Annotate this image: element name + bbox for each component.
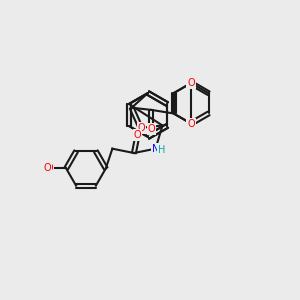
- Text: N: N: [152, 144, 159, 154]
- Text: O: O: [187, 118, 195, 129]
- Text: O: O: [46, 164, 53, 173]
- Text: O: O: [138, 123, 146, 133]
- Text: O: O: [44, 164, 51, 173]
- Text: O: O: [134, 130, 141, 140]
- Text: O: O: [187, 78, 195, 88]
- Text: H: H: [158, 145, 165, 155]
- Text: O: O: [148, 124, 155, 134]
